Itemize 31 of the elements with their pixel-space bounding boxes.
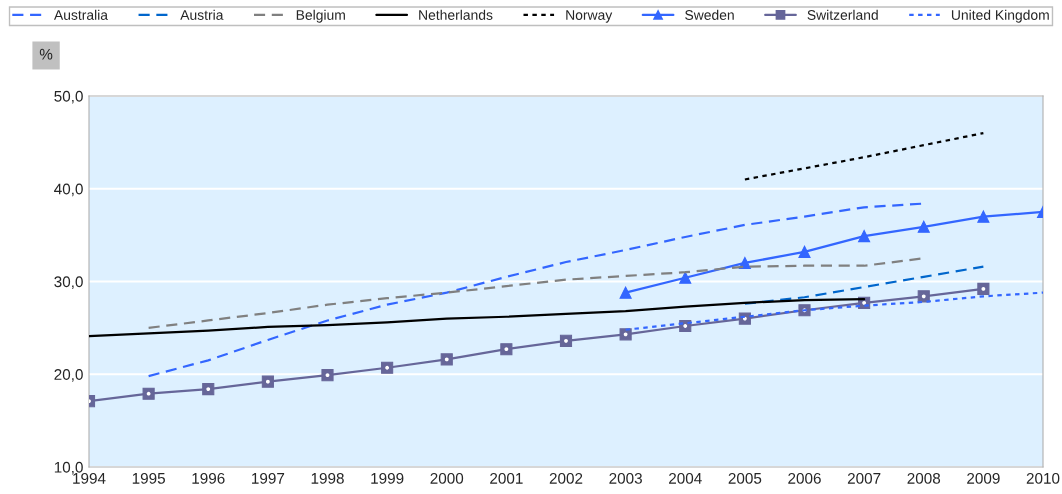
legend-label: Sweden (685, 9, 734, 20)
legend-label: Austria (180, 9, 224, 20)
y-tick-label: 10,0 (54, 461, 83, 475)
y-tick-label: 30,0 (54, 276, 83, 289)
x-tick-label: 2005 (728, 472, 762, 484)
legend-label: Norway (566, 10, 613, 23)
x-tick-label: 1994 (73, 472, 106, 484)
legend-label: Netherlands (419, 9, 493, 20)
x-tick-label: 1995 (132, 472, 165, 484)
x-tick-label: 2009 (967, 472, 1000, 484)
legend-label: Switzerland (807, 9, 878, 20)
legend-label: United Kingdom (951, 9, 1049, 23)
x-tick-label: 1996 (192, 472, 225, 484)
x-tick-label: 1997 (252, 472, 285, 484)
x-tick-label: 2002 (549, 472, 583, 484)
x-tick-label: 2004 (669, 472, 702, 484)
y-tick-label: 50,0 (54, 90, 83, 104)
y-axis-title: % (39, 48, 53, 60)
x-tick-label: 2006 (788, 472, 821, 484)
x-tick-label: 2001 (490, 472, 523, 484)
x-tick-label: 2007 (847, 472, 881, 484)
x-tick-label: 1999 (371, 472, 404, 484)
y-tick-label: 20,0 (54, 369, 83, 382)
legend-label: Australia (53, 9, 108, 20)
x-tick-label: 1998 (311, 472, 344, 484)
legend-label: Belgium (296, 9, 345, 23)
x-tick-label: 2010 (1026, 472, 1060, 484)
y-tick-label: 40,0 (54, 183, 83, 197)
x-tick-label: 2000 (430, 472, 464, 484)
x-tick-label: 2003 (609, 472, 642, 484)
x-tick-label: 2008 (907, 472, 941, 484)
